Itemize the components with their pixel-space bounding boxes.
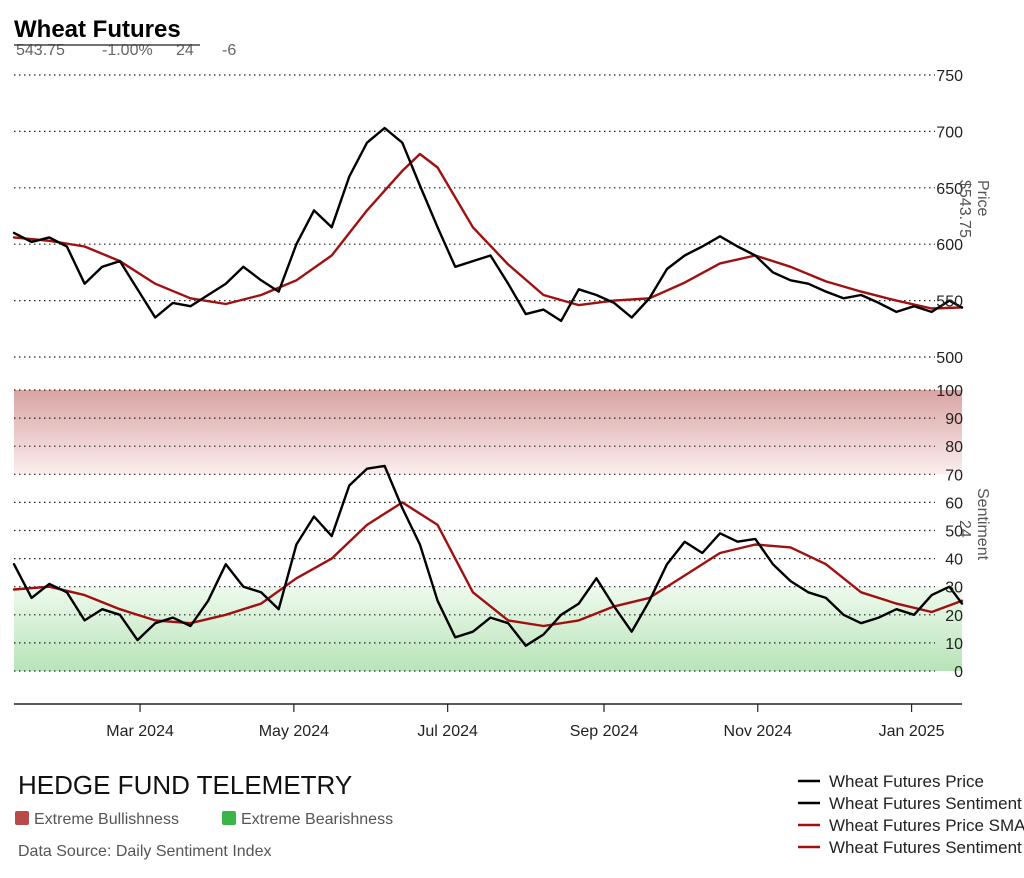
legend-label: Wheat Futures Price SMA [829,816,1024,835]
x-tick-label: Mar 2024 [106,723,174,740]
sentiment-tick-label: 20 [945,608,963,625]
bullish-swatch [15,811,29,825]
x-tick-label: Sep 2024 [570,723,639,740]
sentiment-tick-label: 40 [945,552,963,569]
sentiment-tick-label: 80 [945,439,963,456]
legend: Wheat Futures Price Wheat Futures Sentime… [798,772,1024,857]
zone-extreme-bearishness [14,586,962,671]
x-tick-label: Jul 2024 [417,723,478,740]
grid [14,74,935,672]
price-tick-label: 650 [936,181,963,198]
data-source: Data Source: Daily Sentiment Index [18,843,271,860]
y-axes: 500 550 600 650 700 750 0 10 20 30 40 50 60 70 80 90 100 [936,68,963,681]
chart-title: Wheat Futures [14,16,181,43]
legend-label: Wheat Futures Price [829,772,984,791]
sentiment-tick-label: 50 [945,524,963,541]
header-change-pct: -1.00% [102,42,153,59]
price-tick-label: 750 [936,68,963,85]
brand-name: HEDGE FUND TELEMETRY [18,770,352,800]
price-axis-title: Price [974,180,991,217]
sentiment-axis-title: Sentiment [974,488,991,561]
bearish-key-label: Extreme Bearishness [241,811,393,828]
zone-extreme-bullishness [14,390,962,475]
sentiment-tick-label: 0 [954,664,963,681]
price-axis-value: $543.75 [956,180,973,238]
header-price: 543.75 [16,42,65,59]
sentiment-zones [14,390,962,671]
price-panel [12,126,964,323]
price-tick-label: 550 [936,294,963,311]
sentiment-sma-line [12,501,964,628]
sentiment-tick-label: 30 [945,580,963,597]
sentiment-tick-label: 90 [945,411,963,428]
x-tick-label: Nov 2024 [724,723,793,740]
x-tick-label: May 2024 [259,723,329,740]
price-sma-line [12,152,964,310]
x-tick-label: Jan 2025 [879,723,945,740]
x-axis: Mar 2024 May 2024 Jul 2024 Sep 2024 Nov 2024… [14,703,962,740]
legend-label: Wheat Futures Sentiment [829,794,1022,813]
price-tick-label: 500 [936,350,963,367]
sentiment-axis-value: 24 [956,520,973,538]
sentiment-line [12,464,964,647]
sentiment-panel [12,464,964,647]
price-tick-label: 700 [936,124,963,141]
price-tick-label: 600 [936,237,963,254]
header-stats: 543.75 -1.00% 24 -6 [14,42,236,59]
header-sentiment-change: -6 [222,42,236,59]
sentiment-tick-label: 10 [945,636,963,653]
sentiment-tick-label: 60 [945,495,963,512]
bullish-key-label: Extreme Bullishness [34,811,179,828]
legend-label: Wheat Futures Sentiment SMA [829,838,1024,857]
sentiment-tick-label: 100 [936,383,963,400]
price-line [12,126,964,323]
bearish-swatch [222,811,236,825]
sentiment-tick-label: 70 [945,467,963,484]
header-sentiment: 24 [176,42,194,59]
